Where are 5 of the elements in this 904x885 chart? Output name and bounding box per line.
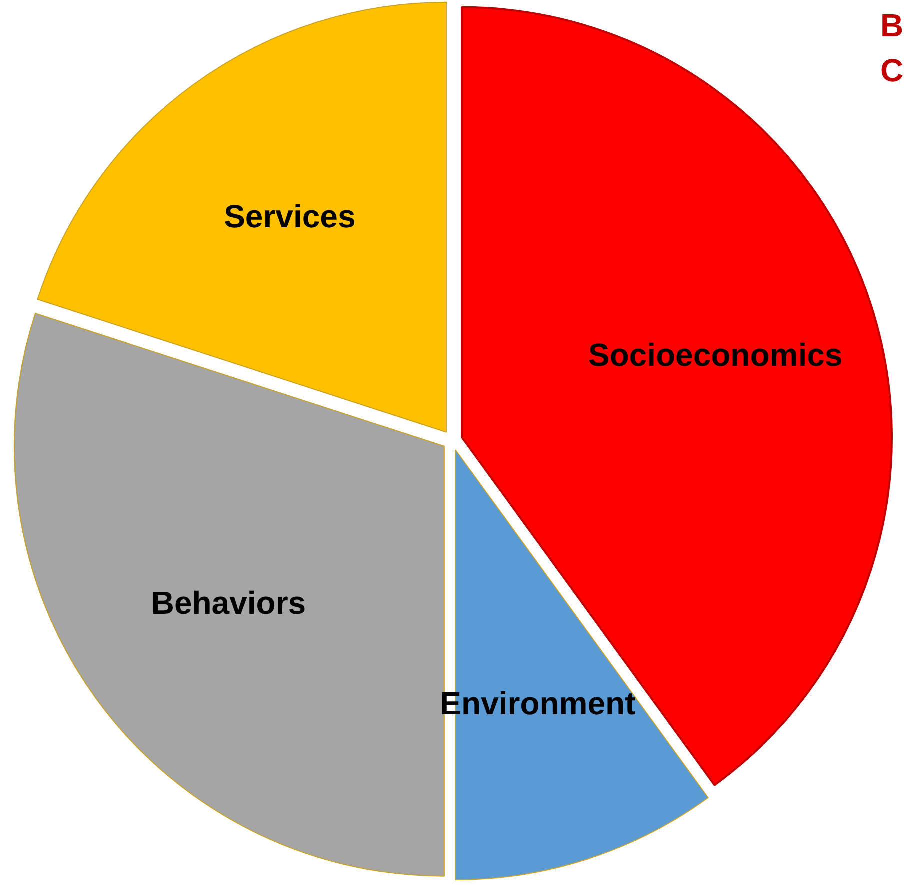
slice-label: Services [224, 198, 356, 235]
text: C [880, 52, 904, 88]
slice-label: Socioeconomics [588, 337, 843, 374]
text: B [880, 8, 904, 44]
slice-label: Behaviors [151, 585, 306, 622]
